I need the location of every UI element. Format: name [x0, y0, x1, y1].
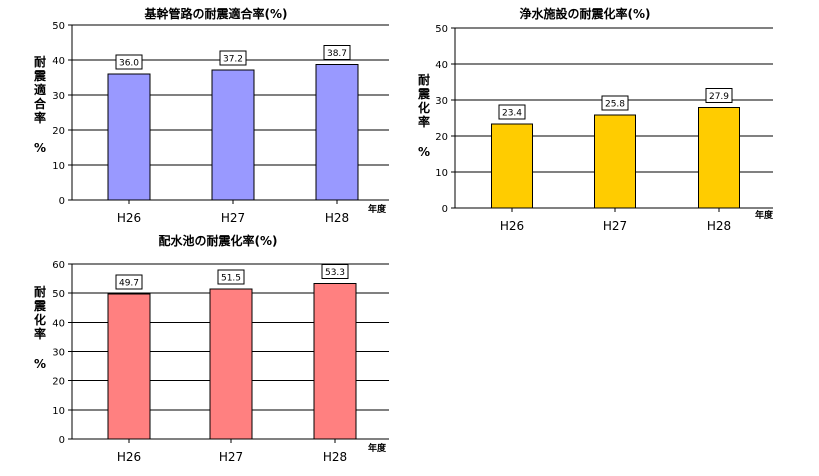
y-tick-label: 50	[435, 24, 448, 35]
chart-title: 浄水施設の耐震化率(%)	[520, 6, 651, 21]
x-tick-label: H27	[219, 450, 243, 464]
chart-2: 浄水施設の耐震化率(%) 0 10 20 30 40 50 23.4 H26 25.8 H27 27.…	[418, 6, 774, 233]
x-axis-label: 年度	[368, 203, 387, 215]
data-label: 23.4	[502, 108, 522, 118]
y-tick-label: 0	[442, 204, 448, 215]
x-tick-label: H27	[603, 219, 627, 233]
y-tick-label: 20	[52, 377, 65, 388]
data-label: 53.3	[325, 268, 345, 278]
y-tick-label: 0	[59, 435, 65, 446]
y-axis-label-char: 合	[34, 96, 47, 111]
bar	[313, 283, 357, 440]
y-tick-label: 40	[52, 56, 65, 67]
bar	[107, 73, 151, 201]
data-label-box	[601, 95, 629, 111]
y-tick-label: 50	[52, 289, 65, 300]
y-axis-label-char: 耐	[34, 54, 46, 69]
y-axis-label-char: %	[34, 357, 46, 371]
y-tick-label: 40	[435, 60, 448, 71]
data-label: 37.2	[223, 54, 243, 64]
data-label: 25.8	[605, 100, 625, 110]
x-tick-label: H26	[500, 219, 524, 233]
y-tick-label: 40	[52, 318, 65, 329]
data-label: 36.0	[119, 59, 139, 69]
y-axis-label-char: 率	[34, 326, 46, 341]
y-axis-label-char: 震	[34, 299, 47, 313]
y-tick-label: 50	[52, 21, 65, 32]
y-axis-label-char: 率	[34, 110, 46, 125]
y-tick-label: 30	[435, 96, 448, 107]
x-tick-label: H26	[117, 211, 141, 225]
x-tick-label: H28	[707, 219, 731, 233]
y-axis-label-char: 化	[418, 100, 430, 115]
bar	[211, 69, 255, 201]
y-axis-label-char: 耐	[34, 284, 46, 299]
y-tick-label: 20	[52, 126, 65, 137]
chart-title: 配水池の耐震化率(%)	[159, 233, 278, 248]
y-tick-label: 30	[52, 91, 65, 102]
bar	[491, 123, 533, 209]
x-tick-label: H28	[323, 450, 347, 464]
data-label-box	[217, 269, 245, 285]
bar	[209, 288, 253, 440]
data-label-box	[115, 54, 143, 70]
x-axis-label: 年度	[755, 209, 774, 221]
y-axis-label-char: 化	[34, 312, 46, 327]
data-label-box	[323, 45, 351, 61]
y-axis-label-char: 耐	[418, 72, 430, 87]
x-tick-label: H28	[325, 211, 349, 225]
data-label-box	[498, 104, 526, 120]
data-label-box	[219, 50, 247, 66]
bar	[698, 107, 740, 209]
y-axis-label-char: 適	[34, 82, 46, 97]
y-tick-label: 10	[435, 168, 448, 179]
y-axis-label-char: %	[418, 145, 430, 159]
chart-1: 基幹管路の耐震適合率(%) 0 10 20 30 40 50 36.0 H26 37.2 H27 38…	[34, 6, 389, 225]
y-axis-label-char: 震	[418, 87, 431, 101]
x-tick-label: H27	[221, 211, 245, 225]
y-axis-label-char: 率	[418, 114, 430, 129]
y-tick-label: 30	[52, 348, 65, 359]
y-tick-label: 20	[435, 132, 448, 143]
y-tick-label: 60	[52, 260, 65, 271]
data-label-box	[115, 274, 143, 290]
y-tick-label: 10	[52, 406, 65, 417]
data-label: 49.7	[119, 279, 139, 289]
data-label: 38.7	[327, 49, 347, 59]
bar	[107, 293, 151, 440]
chart-title: 基幹管路の耐震適合率(%)	[144, 6, 288, 21]
data-label: 51.5	[221, 273, 241, 283]
data-label: 27.9	[709, 92, 729, 102]
y-axis-label-char: %	[34, 141, 46, 155]
y-tick-label: 10	[52, 161, 65, 172]
chart-3: 配水池の耐震化率(%) 0 10 20 30 40 50 60 49.7 H26 51.5 H27 53…	[34, 233, 389, 464]
bar	[594, 114, 636, 209]
y-axis-label-char: 震	[34, 69, 47, 83]
y-tick-label: 0	[59, 196, 65, 207]
data-label-box	[705, 88, 733, 104]
x-axis-label: 年度	[368, 442, 387, 454]
bar	[315, 64, 359, 201]
x-tick-label: H26	[117, 450, 141, 464]
data-label-box	[321, 264, 349, 280]
